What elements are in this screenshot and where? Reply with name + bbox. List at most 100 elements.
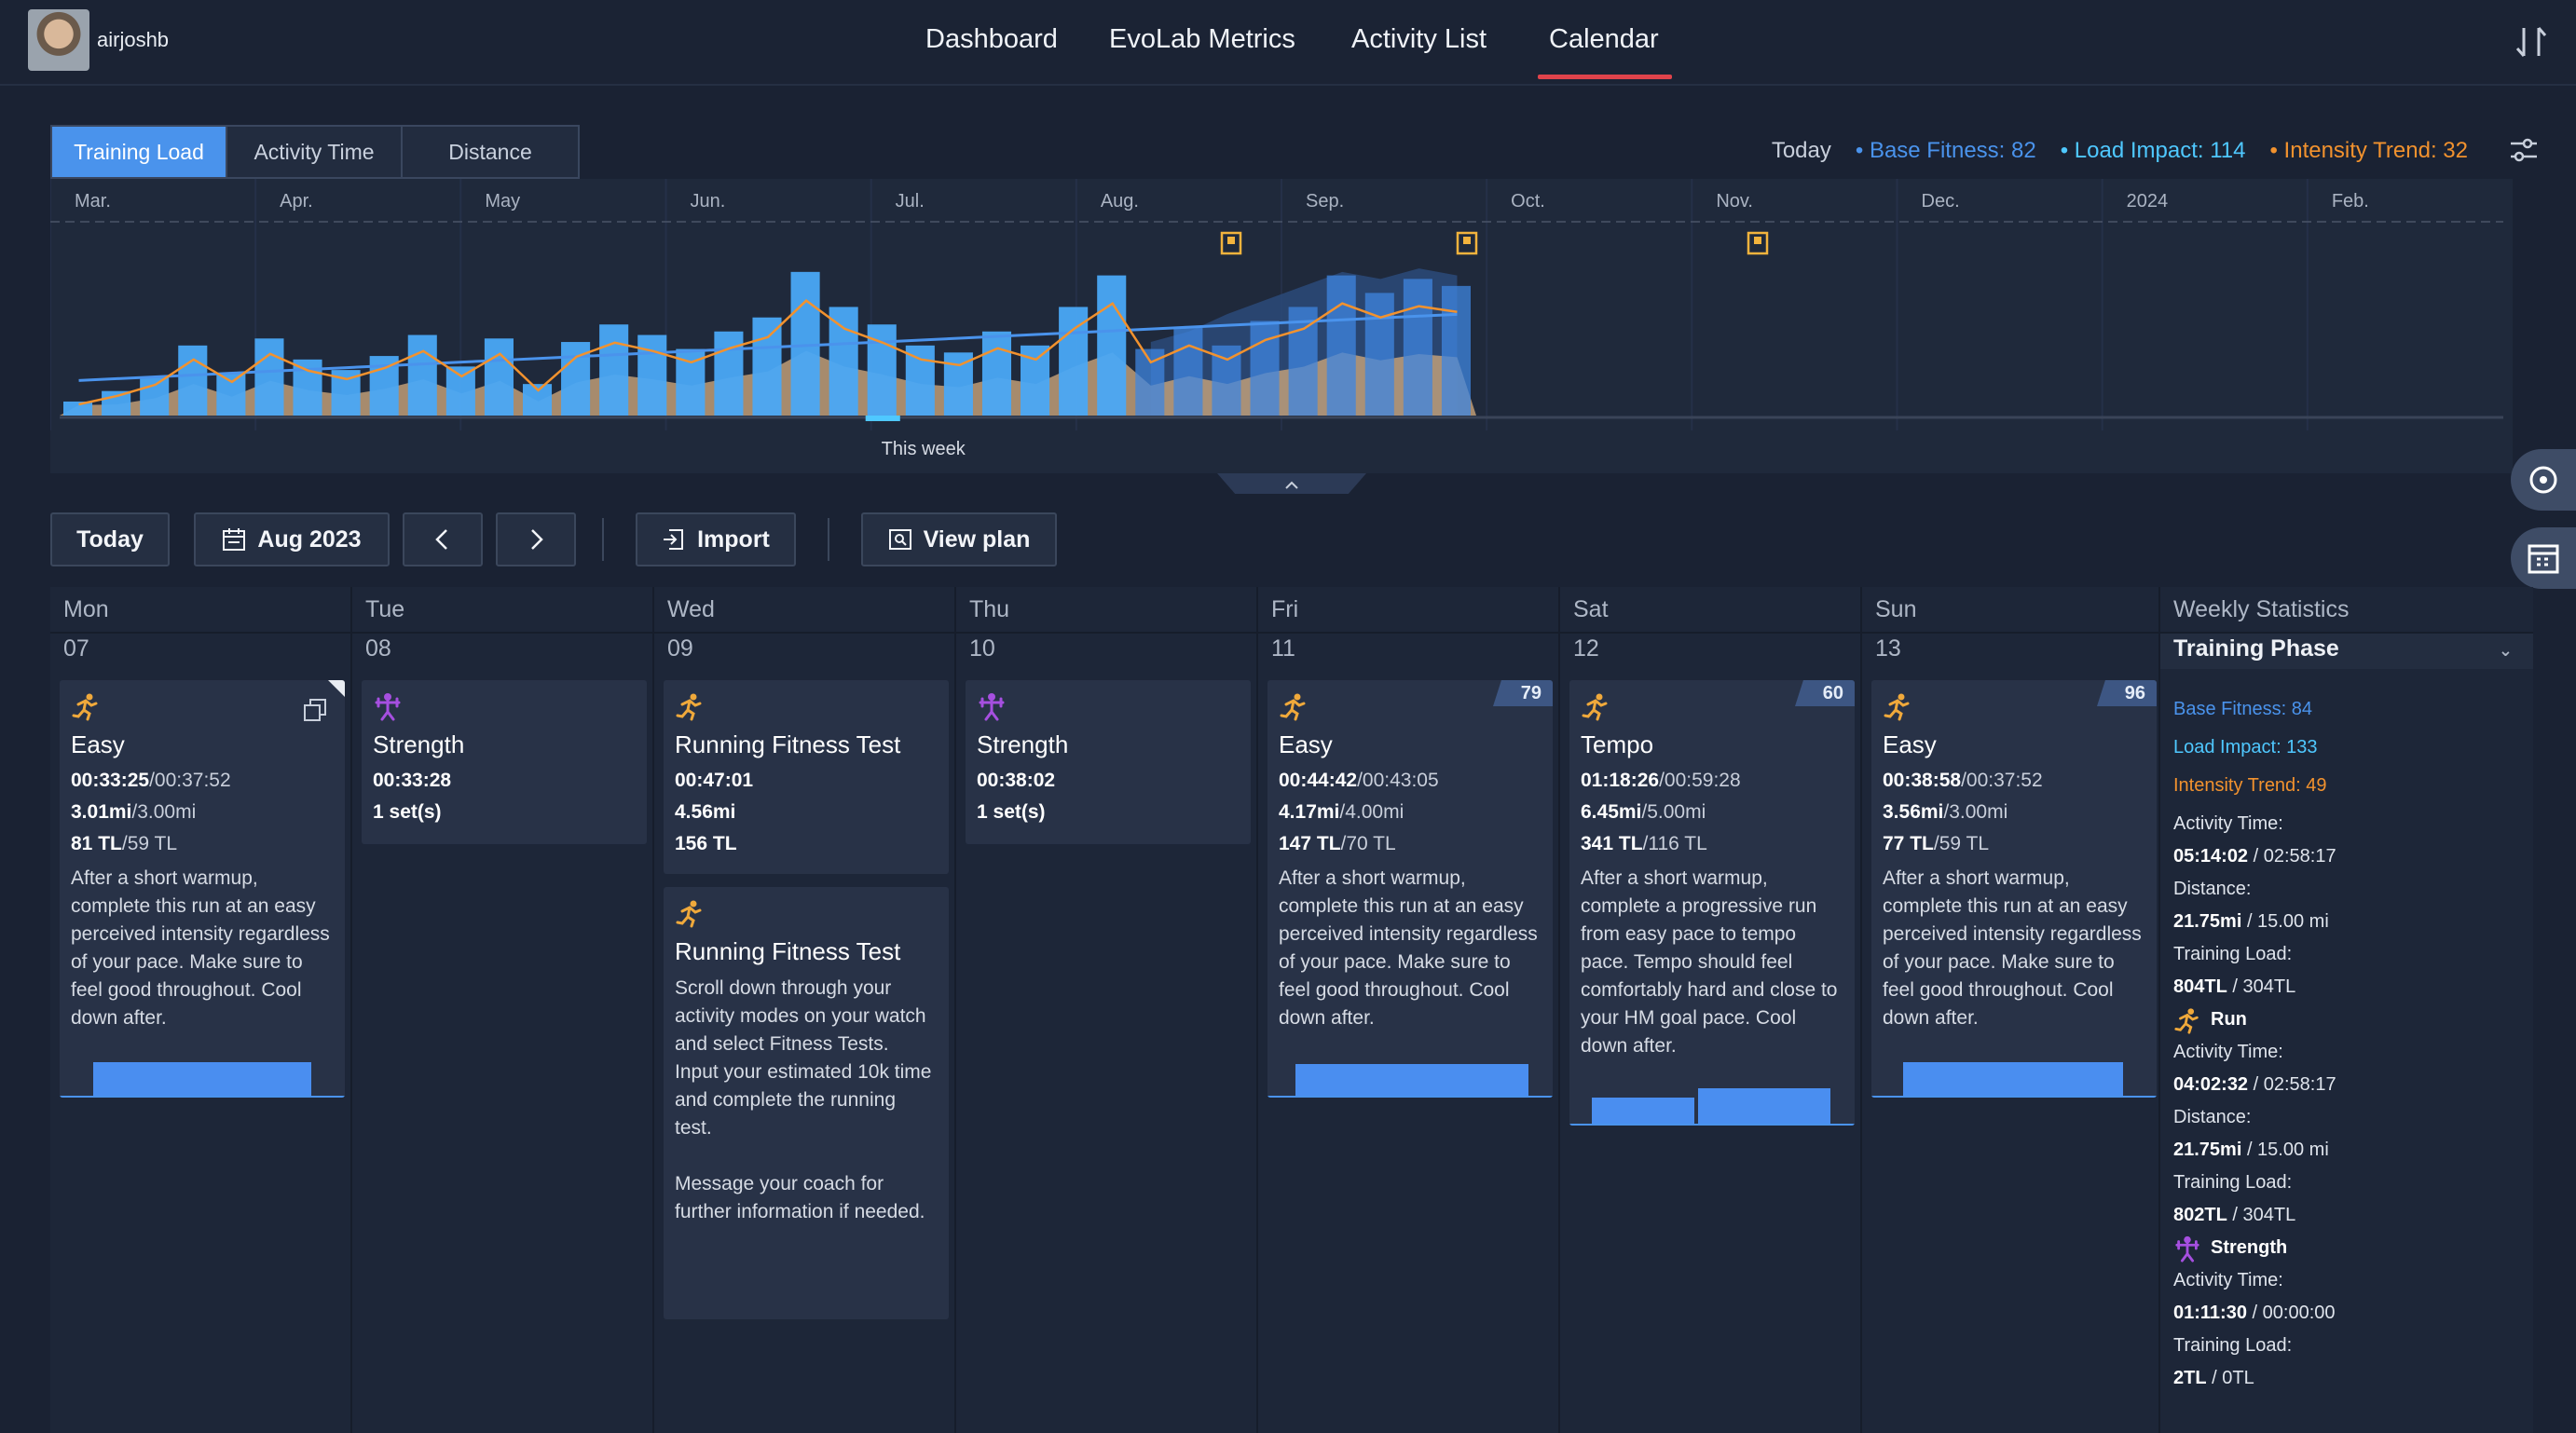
- load-bar: [445, 366, 475, 416]
- weekly-intensity-trend: Intensity Trend: 49: [2173, 775, 2327, 796]
- mon-card-extension: [60, 857, 345, 1258]
- run-icon: [676, 900, 702, 928]
- run-icon: [1884, 693, 1910, 721]
- intensity-trend-line: [78, 299, 1458, 406]
- import-button[interactable]: Import: [636, 512, 796, 566]
- month-tick-label: Aug.: [1101, 191, 1139, 212]
- workout-distance: 6.45mi/5.00mi: [1581, 801, 1706, 824]
- stat-label: Training Load:: [2173, 944, 2293, 964]
- tab-distance[interactable]: Distance: [403, 127, 578, 177]
- legend-today[interactable]: Today: [1771, 138, 1831, 163]
- dist-plan: /3.00mi: [1943, 801, 2008, 823]
- view-plan-button[interactable]: View plan: [861, 512, 1057, 566]
- day-name: Fri: [1258, 587, 1558, 634]
- nav-dashboard[interactable]: Dashboard: [925, 24, 1058, 54]
- copy-icon[interactable]: [302, 697, 328, 723]
- weekly-load-impact: Load Impact: 133: [2173, 737, 2318, 757]
- training-phase-dropdown[interactable]: Training Phase ⌄: [2160, 634, 2533, 669]
- workout-time: 00:38:02: [977, 770, 1056, 791]
- str-tl-plan: / 0TL: [2206, 1368, 2254, 1388]
- training-load-chart[interactable]: Mar. Apr. May Jun. Jul. Aug. Sep. Oct. Nov. Dec. 2…: [50, 179, 2513, 473]
- next-month-button[interactable]: [496, 512, 576, 566]
- run-tl-plan: / 304TL: [2227, 1205, 2296, 1225]
- workout-time: 00:44:42/00:43:05: [1279, 770, 1439, 792]
- load-bar: [102, 390, 131, 416]
- strength-section-label: Strength: [2211, 1237, 2288, 1258]
- stat-label: Training Load:: [2173, 1172, 2293, 1193]
- run-icon: [676, 693, 702, 721]
- workout-title: Easy: [71, 730, 125, 758]
- tab-training-load[interactable]: Training Load: [52, 127, 227, 177]
- total-time-actual: 05:14:02: [2173, 846, 2249, 867]
- run-tl-actual: 802TL: [2173, 1205, 2227, 1225]
- day-column-thu: Thu 10 Strength 00:38:02 1 set(s): [956, 587, 1258, 1433]
- time-plan: /00:37:52: [149, 770, 231, 791]
- day-column-fri: Fri 11 79 Easy 00:44:42/00:43:05 4.17mi/…: [1258, 587, 1560, 1433]
- run-shortcut-button[interactable]: [2511, 449, 2576, 511]
- chevron-down-icon: ⌄: [2498, 641, 2513, 660]
- workout-card-sat[interactable]: 60 Tempo 01:18:26/00:59:28 6.45mi/5.00mi…: [1569, 680, 1855, 1126]
- workout-distance: 3.01mi/3.00mi: [71, 801, 196, 824]
- workout-time: 00:38:58/00:37:52: [1883, 770, 2043, 792]
- total-dist-actual: 21.75mi: [2173, 911, 2242, 932]
- load-bar: [1212, 345, 1241, 416]
- workout-card-sun[interactable]: 96 Easy 00:38:58/00:37:52 3.56mi/3.00mi …: [1871, 680, 2157, 1098]
- chevron-up-icon: [1285, 481, 1298, 489]
- collapse-chart-toggle[interactable]: [1217, 473, 1366, 494]
- time-actual: 01:18:26: [1581, 770, 1660, 791]
- total-distance: 21.75mi / 15.00 mi: [2173, 906, 2528, 938]
- sort-icon[interactable]: [2514, 24, 2548, 60]
- strength-section-header: Strength: [2173, 1232, 2528, 1264]
- workout-title: Running Fitness Test: [675, 730, 901, 758]
- workout-card-wed-completed[interactable]: Running Fitness Test 00:47:01 4.56mi 156…: [664, 680, 949, 874]
- workout-time: 00:33:25/00:37:52: [71, 770, 231, 792]
- nav-evolab-metrics[interactable]: EvoLab Metrics: [1109, 24, 1295, 54]
- prev-month-button[interactable]: [403, 512, 483, 566]
- day-date: 08: [365, 635, 391, 662]
- month-picker-button[interactable]: Aug 2023: [194, 512, 390, 566]
- workout-card-wed-planned[interactable]: Running Fitness Test Scroll down through…: [664, 887, 949, 1319]
- intensity-baseline: [1871, 1096, 2157, 1098]
- calendar-shortcut-button[interactable]: [2511, 527, 2576, 589]
- month-tick-label: Nov.: [1716, 191, 1753, 212]
- load-bar: [1403, 279, 1432, 416]
- load-bar: [599, 324, 629, 416]
- str-time-actual: 01:11:30: [2173, 1303, 2247, 1323]
- tl-plan: /70 TL: [1340, 833, 1396, 854]
- filter-settings-icon[interactable]: [2509, 136, 2539, 164]
- this-week-marker: [865, 416, 900, 421]
- load-bar: [1173, 328, 1203, 416]
- workout-card-tue[interactable]: Strength 00:33:28 1 set(s): [362, 680, 647, 844]
- load-bar: [63, 401, 93, 416]
- username[interactable]: airjoshb: [97, 28, 170, 51]
- workout-time: 01:18:26/00:59:28: [1581, 770, 1741, 792]
- workout-distance: 3.56mi/3.00mi: [1883, 801, 2007, 824]
- total-training-load: 804TL / 304TL: [2173, 971, 2528, 1003]
- strength-activity-time: 01:11:30 / 00:00:00: [2173, 1297, 2528, 1330]
- workout-card-thu[interactable]: Strength 00:38:02 1 set(s): [966, 680, 1251, 844]
- workout-card-fri[interactable]: 79 Easy 00:44:42/00:43:05 4.17mi/4.00mi …: [1267, 680, 1553, 1098]
- nav-activity-list[interactable]: Activity List: [1351, 24, 1487, 54]
- load-bar: [1097, 275, 1127, 416]
- workout-load: 81 TL/59 TL: [71, 833, 177, 855]
- tl-actual: 147 TL: [1279, 833, 1341, 854]
- strength-icon: [2175, 1235, 2199, 1262]
- workout-distance: 4.56mi: [675, 801, 736, 823]
- workout-card-mon[interactable]: Easy 00:33:25/00:37:52 3.01mi/3.00mi 81 …: [60, 680, 345, 1098]
- workout-time: 00:47:01: [675, 770, 754, 791]
- workout-load: 77 TL/59 TL: [1883, 833, 1989, 855]
- tl-plan: /59 TL: [1933, 833, 1990, 854]
- month-tick-label: May: [485, 191, 520, 212]
- workout-description: After a short warmup, complete this run …: [1883, 867, 2142, 1029]
- workout-title: Easy: [1883, 730, 1937, 758]
- total-time-plan: / 02:58:17: [2248, 846, 2336, 867]
- workout-load: 156 TL: [675, 833, 737, 854]
- run-dist-actual: 21.75mi: [2173, 1140, 2242, 1160]
- nav-calendar[interactable]: Calendar: [1538, 24, 1672, 79]
- today-button[interactable]: Today: [50, 512, 170, 566]
- tab-activity-time[interactable]: Activity Time: [227, 127, 403, 177]
- legend-load-impact-text: Load Impact: 114: [2074, 138, 2246, 163]
- avatar[interactable]: [28, 9, 89, 71]
- workout-description: After a short warmup, complete this run …: [71, 867, 330, 1029]
- load-bar: [752, 317, 782, 416]
